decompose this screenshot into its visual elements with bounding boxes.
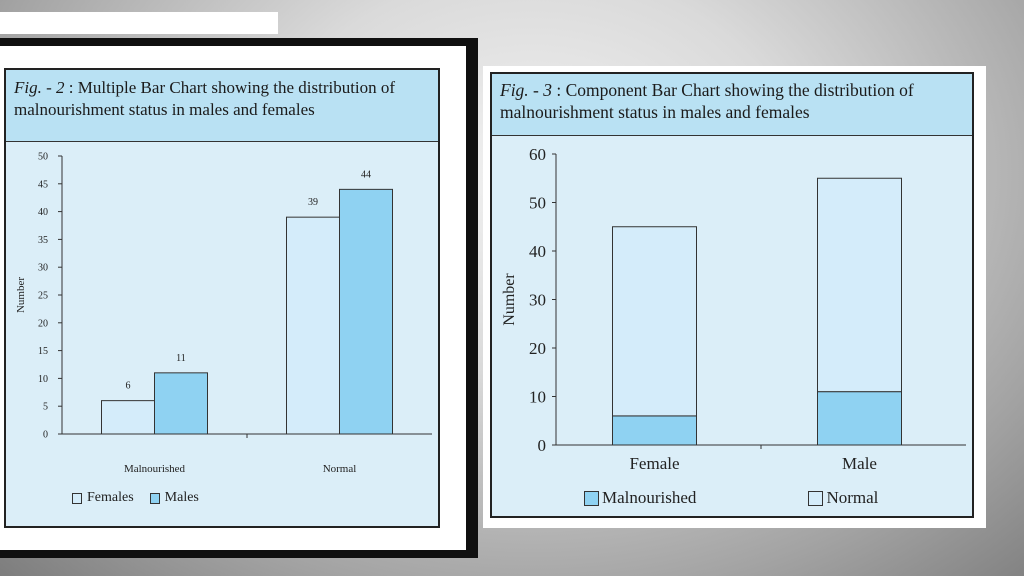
figure3-title: Fig. - 3 : Component Bar Chart showing t… [492,74,972,136]
figure2-title-text: : Multiple Bar Chart showing the distrib… [14,78,396,119]
data-label: 44 [361,169,371,180]
y-tick-label: 30 [529,291,546,310]
bar-normal-female [612,226,697,417]
y-axis-label: Number [15,277,27,313]
bar-males-malnourished [154,372,208,435]
y-tick-label: 30 [38,263,48,274]
y-tick-label: 40 [38,207,48,218]
figure3-title-text: : Component Bar Chart showing the distri… [500,80,914,122]
bar-males-normal [339,188,393,435]
y-tick-label: 50 [38,152,48,163]
top-white-strip [0,12,278,34]
figure3-legend: Malnourished Normal [584,488,878,508]
legend-swatch-normal [808,490,824,506]
figure2-panel: Fig. - 2 : Multiple Bar Chart showing th… [4,68,440,528]
y-tick-label: 20 [529,339,546,358]
y-tick-label: 20 [38,318,48,329]
y-tick-label: 0 [538,436,547,455]
y-tick-label: 15 [38,346,48,357]
legend-label-malnourished: Malnourished [602,488,697,507]
bar-females-malnourished [101,400,155,435]
bar-normal-male [817,177,902,393]
bar-females-normal [286,216,340,435]
figure3-panel: Fig. - 3 : Component Bar Chart showing t… [490,72,974,518]
legend-label-males: Males [164,490,199,505]
x-tick-label: Normal [323,463,357,475]
y-tick-label: 60 [529,145,546,164]
y-tick-label: 5 [43,402,48,413]
x-tick-label: Male [842,454,877,473]
data-label: 39 [308,197,318,208]
legend-swatch-females [72,492,82,504]
y-tick-label: 0 [43,430,48,441]
x-tick-label: Malnourished [124,463,186,475]
figure2-title: Fig. - 2 : Multiple Bar Chart showing th… [6,70,438,142]
legend-swatch-males [149,492,160,504]
bar-malnourished-male [817,391,902,446]
figure2-title-fig: Fig. - 2 [14,78,65,97]
legend-swatch-malnourished [584,490,599,506]
y-tick-label: 45 [38,179,48,190]
figure3-title-fig: Fig. - 3 [500,80,553,100]
data-label: 6 [126,381,131,392]
y-tick-label: 25 [38,291,48,302]
y-tick-label: 40 [529,242,546,261]
y-tick-label: 35 [38,235,48,246]
legend-label-females: Females [87,490,134,505]
y-tick-label: 50 [529,194,546,213]
y-axis-label: Number [501,273,518,326]
data-label: 11 [176,353,186,364]
y-tick-label: 10 [529,388,546,407]
y-tick-label: 10 [38,374,48,385]
figure2-legend: Females Males [72,490,199,506]
legend-label-normal: Normal [826,488,879,507]
figure3-chart: 0 10 20 30 40 50 60 Number Female Male [501,145,966,473]
bar-malnourished-female [612,415,697,446]
x-tick-label: Female [629,454,679,473]
figure2-chart: 0 5 10 15 20 25 30 35 40 45 50 Number Malnourished 6 1… [15,152,432,475]
